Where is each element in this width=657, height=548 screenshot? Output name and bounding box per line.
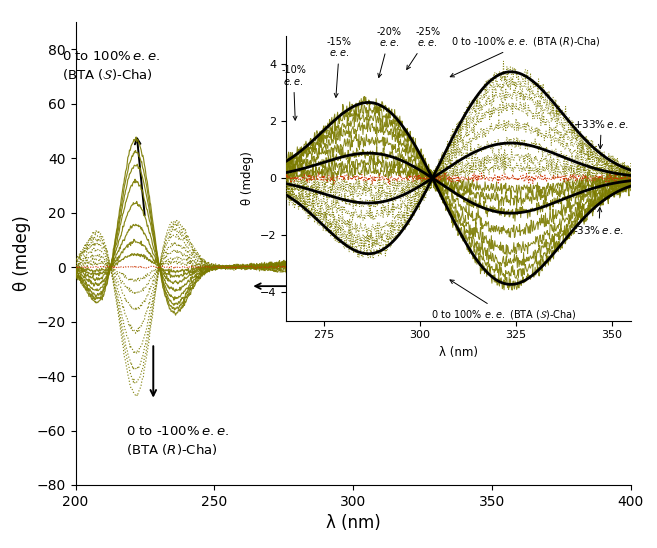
Text: -20%
$e.e.$: -20% $e.e.$ [376,27,402,77]
X-axis label: λ (nm): λ (nm) [439,346,478,359]
Text: 0 to 100% $e.e.$ (BTA ($\mathcal{S}$)-Cha): 0 to 100% $e.e.$ (BTA ($\mathcal{S}$)-Ch… [432,280,577,321]
Text: -25%
$e.e.$: -25% $e.e.$ [407,27,440,70]
Text: ICD: ICD [390,297,422,315]
Text: 0 to -100% $e.e.$
(BTA ($\mathit{R}$)-Cha): 0 to -100% $e.e.$ (BTA ($\mathit{R}$)-Ch… [125,425,229,456]
Text: +33% $e.e.$: +33% $e.e.$ [573,118,629,149]
Text: -10%
$e.e.$: -10% $e.e.$ [281,65,306,120]
Text: -15%
$e.e.$: -15% $e.e.$ [327,37,352,98]
X-axis label: λ (nm): λ (nm) [326,514,380,532]
Y-axis label: θ (mdeg): θ (mdeg) [13,215,31,292]
Text: 0 to -100% $e.e.$ (BTA ($\mathit{R}$)-Cha): 0 to -100% $e.e.$ (BTA ($\mathit{R}$)-Ch… [450,36,600,77]
Text: 0 to 100% $e.e.$
(BTA ($\mathcal{S}$)-Cha): 0 to 100% $e.e.$ (BTA ($\mathcal{S}$)-Ch… [62,50,160,82]
Text: -33% $e.e.$: -33% $e.e.$ [573,208,624,236]
Y-axis label: θ (mdeg): θ (mdeg) [241,151,254,205]
